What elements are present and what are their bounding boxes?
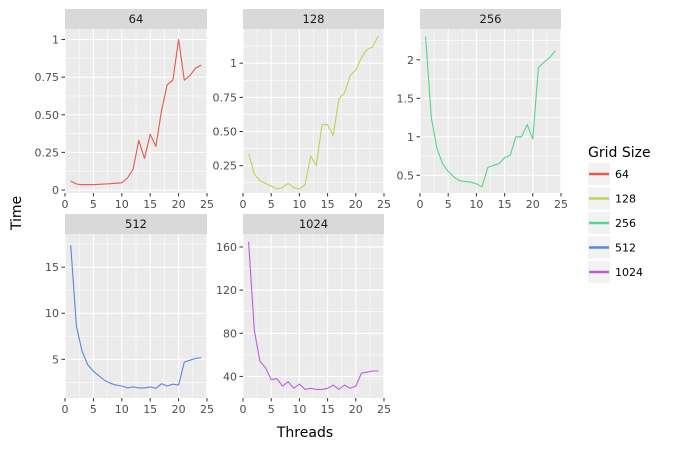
y-tick-label: 1: [230, 57, 237, 70]
y-tick-label: 15: [45, 261, 59, 274]
x-tick-label: 5: [90, 198, 97, 211]
series-line-512: [70, 245, 202, 389]
x-tick-label: 25: [554, 198, 568, 211]
strip-background: [243, 214, 384, 234]
x-tick-label: 0: [62, 198, 69, 211]
legend-item-64: 64: [588, 163, 629, 185]
x-tick-label: 20: [526, 198, 540, 211]
strip-label: 512: [125, 217, 147, 231]
x-tick-label: 5: [268, 403, 275, 416]
y-tick-label: 0.75: [213, 91, 238, 104]
y-tick-label: 0.5: [397, 169, 415, 182]
panel-512: 512 0 5 10 15 20 25 5 10 15: [45, 214, 214, 416]
y-tick-label: 2: [407, 54, 414, 67]
y-tick-label: 1: [52, 34, 59, 47]
x-tick-label: 10: [292, 403, 306, 416]
strip-label: 256: [480, 12, 502, 26]
legend-label: 128: [615, 193, 636, 206]
strip-background: [65, 9, 207, 29]
strip-background: [243, 9, 384, 29]
x-tick-label: 10: [115, 198, 129, 211]
y-tick-label: 80: [223, 327, 237, 340]
strip-background: [65, 214, 207, 234]
legend-item-1024: 1024: [588, 261, 643, 283]
x-tick-label: 0: [62, 403, 69, 416]
series-line-256: [425, 36, 556, 188]
y-tick-label: 0: [52, 184, 59, 197]
x-tick-label: 5: [90, 403, 97, 416]
y-tick-label: 0.25: [35, 146, 60, 159]
legend-label: 64: [615, 168, 629, 181]
panel-1024: 1024 0 5 10 15 20 25 40 80 120 160: [216, 214, 391, 416]
y-tick-label: 120: [216, 284, 237, 297]
series-line-1024: [248, 241, 379, 390]
x-tick-label: 25: [377, 403, 391, 416]
legend-item-256: 256: [588, 212, 636, 234]
legend-item-128: 128: [588, 187, 636, 210]
strip-label: 1024: [299, 217, 328, 231]
y-tick-label: 0.50: [213, 126, 238, 139]
x-tick-label: 20: [349, 198, 363, 211]
strip-label: 64: [129, 12, 144, 26]
y-tick-label: 1: [407, 131, 414, 144]
panel-128: 128 0 5 10 15 20 25 0.25 0.50 0.75 1: [213, 9, 391, 211]
x-tick-label: 20: [172, 198, 186, 211]
strip-label: 128: [303, 12, 325, 26]
panel-256: 256 0 5 10 15 20 25 0.5 1 1.5 2: [397, 9, 568, 211]
x-tick-label: 15: [321, 403, 335, 416]
y-tick-label: 1.5: [397, 92, 415, 105]
x-tick-label: 15: [143, 198, 157, 211]
y-tick-label: 0.25: [213, 160, 238, 173]
x-tick-label: 10: [292, 198, 306, 211]
x-tick-label: 10: [469, 198, 483, 211]
y-axis-title: Time: [9, 196, 25, 231]
x-tick-label: 5: [268, 198, 275, 211]
x-tick-label: 15: [498, 198, 512, 211]
y-tick-label: 0.50: [35, 109, 60, 122]
x-tick-label: 0: [417, 198, 424, 211]
legend-label: 512: [615, 242, 636, 255]
x-tick-label: 15: [321, 198, 335, 211]
legend-title: Grid Size: [588, 145, 651, 161]
x-tick-label: 10: [115, 403, 129, 416]
x-tick-label: 5: [445, 198, 452, 211]
legend-label: 1024: [615, 266, 643, 279]
x-tick-label: 25: [377, 198, 391, 211]
y-tick-label: 160: [216, 241, 237, 254]
x-tick-label: 20: [349, 403, 363, 416]
y-tick-label: 10: [45, 307, 59, 320]
x-tick-label: 25: [200, 198, 214, 211]
legend: Grid Size 64 128 256 512 1024: [588, 145, 651, 283]
legend-item-512: 512: [588, 236, 636, 259]
x-tick-label: 0: [240, 198, 247, 211]
legend-items: 64 128 256 512 1024: [588, 163, 643, 283]
series-line-128: [248, 35, 379, 190]
legend-label: 256: [615, 217, 636, 230]
y-tick-label: 5: [52, 353, 59, 366]
x-tick-label: 25: [200, 403, 214, 416]
x-tick-label: 15: [143, 403, 157, 416]
panel-64: 64 0 5 10 15 20 25 0 0.25 0.50 0.75 1: [35, 9, 214, 211]
x-axis-title: Threads: [276, 425, 333, 441]
y-tick-label: 0.75: [35, 71, 60, 84]
strip-background: [420, 9, 561, 29]
y-tick-label: 40: [223, 370, 237, 383]
x-tick-label: 20: [172, 403, 186, 416]
series-line-64: [70, 38, 202, 186]
x-tick-label: 0: [240, 403, 247, 416]
